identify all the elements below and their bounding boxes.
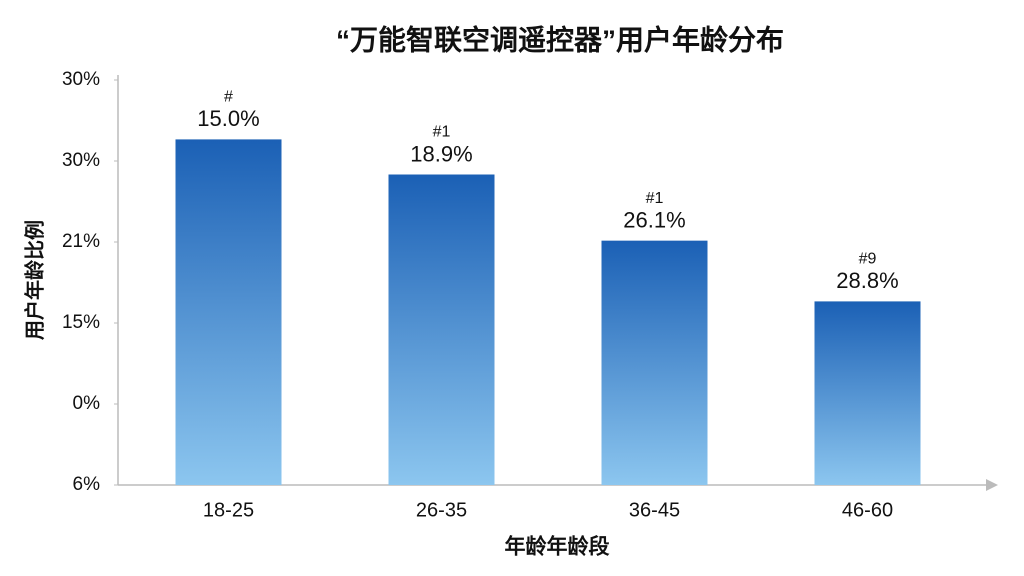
y-axis-label: 用户年龄比例	[22, 220, 46, 340]
value-label: 28.8%	[836, 268, 898, 293]
bar	[175, 139, 282, 485]
value-label: 15.0%	[197, 106, 259, 131]
x-tick-label: 18-25	[203, 499, 254, 521]
rank-label: #1	[433, 124, 451, 141]
chart-title: “万能智联空调遥控器”用户年龄分布	[336, 23, 784, 55]
y-tick-label: 6%	[73, 474, 101, 495]
bar	[814, 301, 921, 485]
y-tick-label: 0%	[73, 393, 101, 414]
y-tick-label: 21%	[62, 231, 100, 252]
x-tick-label: 46-60	[842, 499, 893, 521]
bar	[388, 174, 495, 485]
y-tick-label: 15%	[62, 312, 100, 333]
axis-arrow	[986, 479, 998, 491]
rank-label: #9	[859, 251, 877, 268]
bar	[601, 240, 708, 485]
value-label: 18.9%	[410, 141, 472, 166]
value-label: 26.1%	[623, 207, 685, 232]
y-tick-label: 30%	[62, 150, 100, 171]
x-tick-label: 26-35	[416, 499, 467, 521]
rank-label: #	[224, 89, 233, 106]
x-axis-label: 年龄年龄段	[505, 535, 610, 559]
x-tick-label: 36-45	[629, 499, 680, 521]
rank-label: #1	[646, 190, 664, 207]
y-tick-label: 30%	[62, 69, 100, 90]
